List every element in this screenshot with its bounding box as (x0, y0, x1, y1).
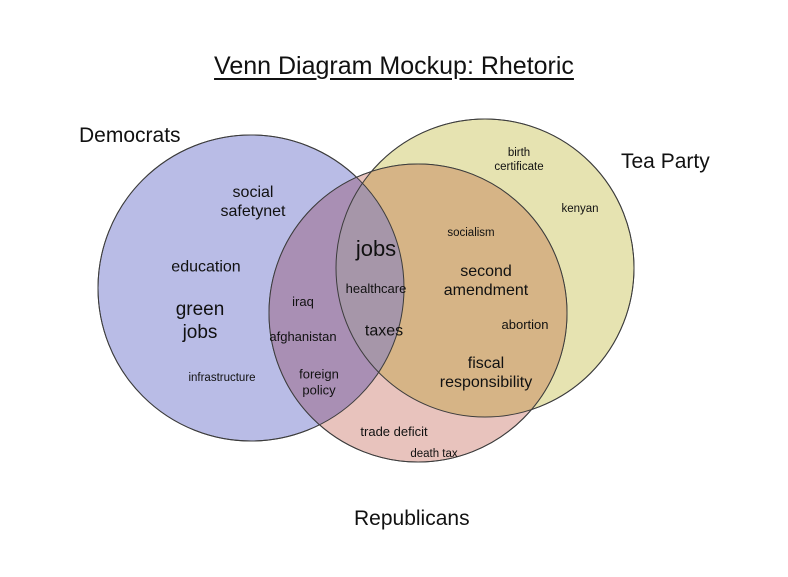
term-infrastructure: infrastructure (188, 372, 256, 385)
term-trade-deficit: trade deficit (360, 424, 428, 440)
diagram-title: Venn Diagram Mockup: Rhetoric (214, 52, 574, 80)
democrats-label: Democrats (79, 124, 181, 147)
term-iraq: iraq (292, 294, 314, 310)
term-death-tax: death tax (410, 448, 458, 461)
democrats-outline (97, 134, 405, 442)
term-socialism: socialism (447, 227, 495, 240)
term-education: education (171, 258, 241, 276)
term-second-amendment: second amendment (443, 262, 529, 299)
term-birth-certificate: birth certificate (494, 147, 544, 173)
term-fiscal-responsibility: fiscal responsibility (439, 354, 533, 391)
term-abortion: abortion (501, 317, 549, 333)
term-kenyan: kenyan (561, 203, 599, 216)
tea-party-outline (335, 118, 635, 418)
republicans-outline (268, 163, 568, 463)
term-taxes: taxes (364, 322, 404, 340)
term-foreign-policy: foreign policy (299, 366, 339, 397)
term-social-safetynet: social safetynet (220, 183, 286, 220)
term-jobs: jobs (355, 235, 397, 261)
term-green-jobs: green jobs (175, 299, 225, 343)
tea-party-label: Tea Party (621, 150, 710, 173)
term-healthcare: healthcare (345, 281, 407, 297)
republicans-label: Republicans (354, 507, 470, 530)
term-afghanistan: afghanistan (269, 329, 337, 345)
